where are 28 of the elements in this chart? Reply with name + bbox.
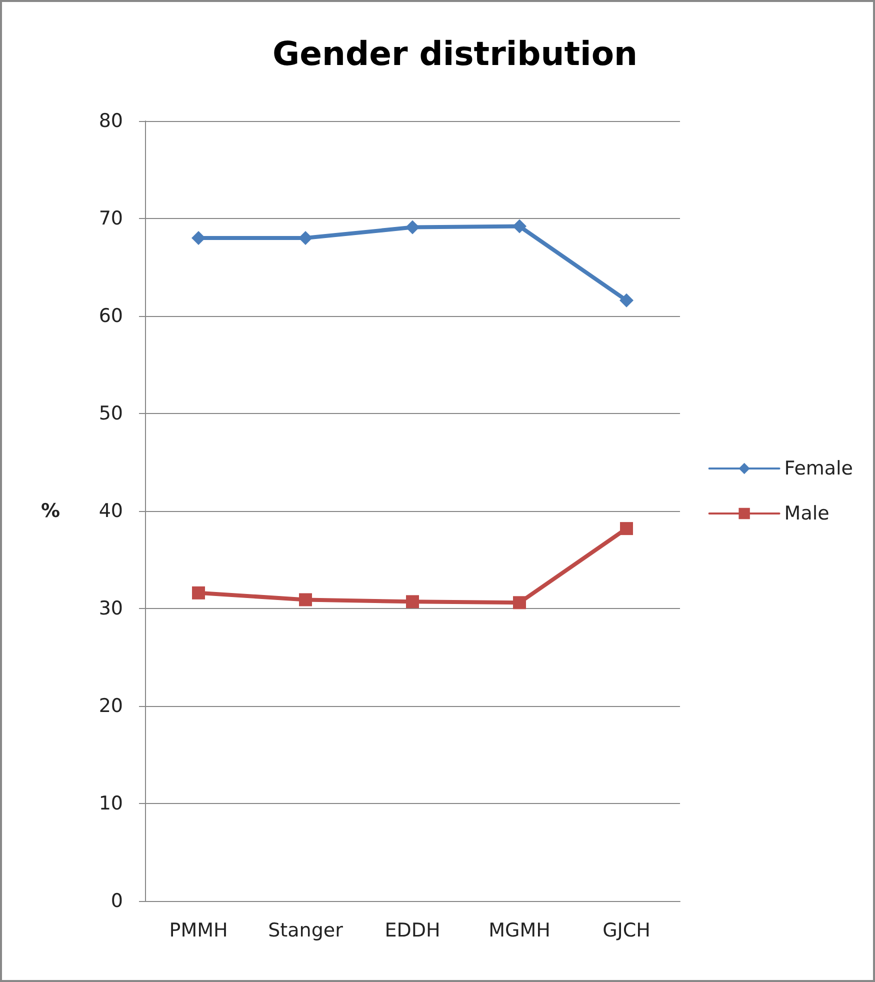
y-tick-label: 20 [98,695,123,717]
y-tick-label: 80 [98,110,123,132]
y-tick-label: 70 [98,208,123,230]
point [406,220,420,234]
x-tick-label: PMMH [169,920,228,942]
legend-label: Female [784,458,854,480]
point [299,593,312,606]
x-tick-label: EDDH [384,920,440,942]
y-tick-label: 0 [110,890,123,912]
legend-label: Male [784,502,830,524]
y-tick-label: 50 [98,402,123,424]
y-tick-label: 60 [98,305,123,327]
point [513,596,526,610]
y-tick-label: 30 [98,598,123,620]
point [192,586,205,600]
point [620,293,634,308]
y-tick-label: 10 [98,792,123,814]
y-axis-title: % [40,500,60,522]
point [512,219,526,234]
x-tick-label: Stanger [268,920,344,942]
point [406,595,419,608]
point [620,522,633,536]
y-tick-label: 40 [98,500,123,522]
chart-title: Gender distribution [272,34,638,73]
point [298,231,312,245]
point [192,231,206,245]
x-tick-label: MGMH [488,920,550,942]
x-tick-label: GJCH [602,920,650,942]
